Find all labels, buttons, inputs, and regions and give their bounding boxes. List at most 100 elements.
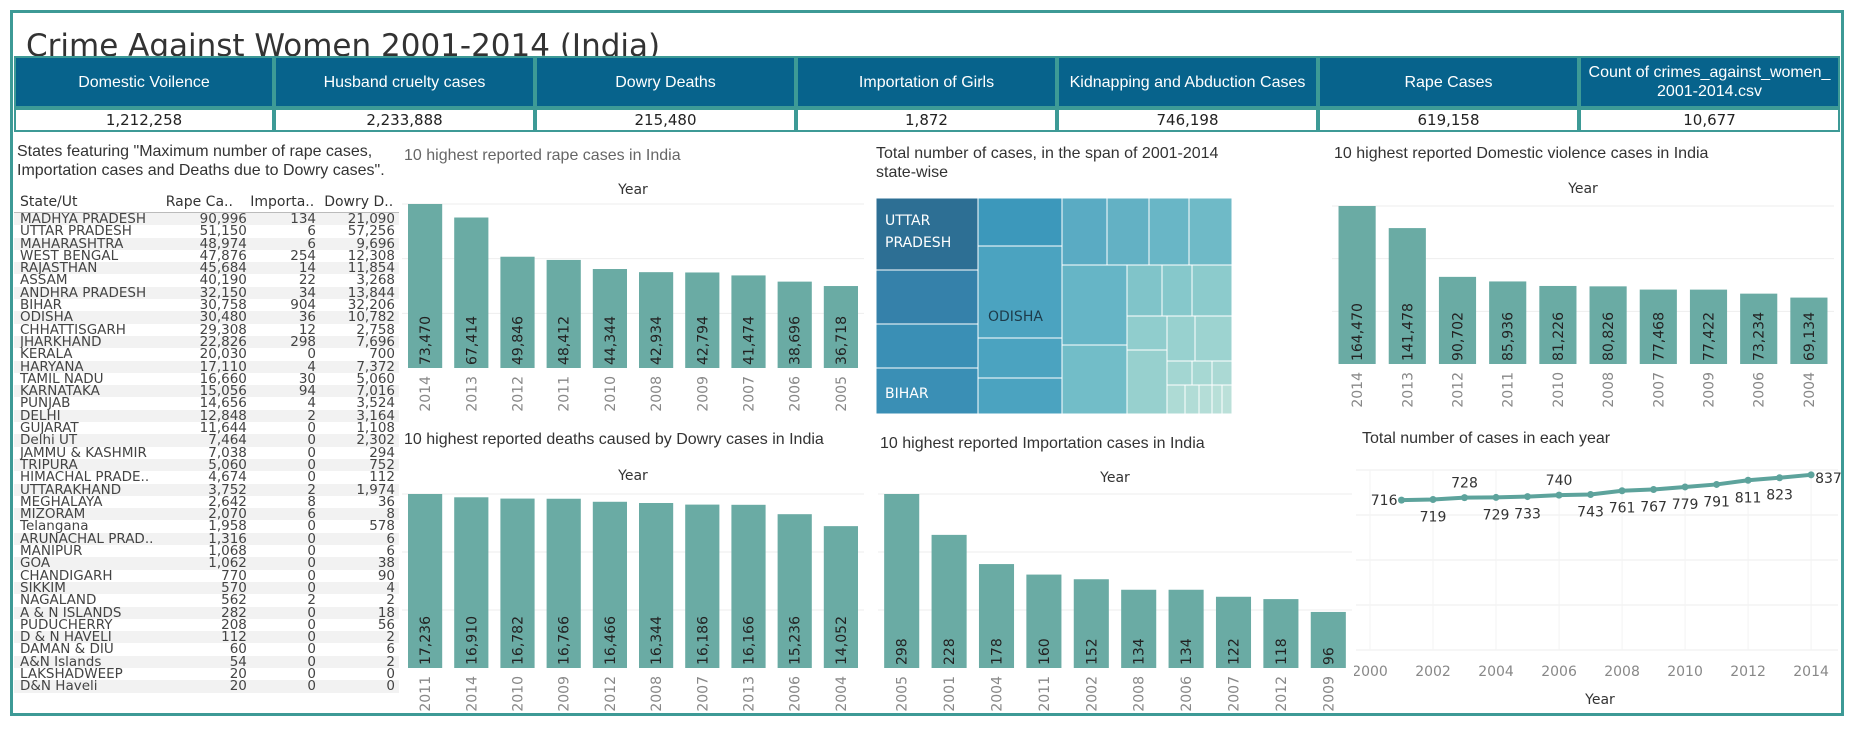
treemap-cell <box>1061 344 1128 414</box>
treemap-cell <box>1166 384 1186 414</box>
cell-dowry: 21,090 <box>347 213 395 226</box>
x-axis-title: Year <box>1567 181 1598 197</box>
cell-state: Delhi UT <box>20 434 78 447</box>
cell-state: D&N Haveli <box>20 680 98 693</box>
state-table[interactable]: State/Ut Rape Ca.. Importa.. Dowry D.. M… <box>14 194 399 696</box>
cell-rape: 15,056 <box>199 385 247 398</box>
table-row[interactable]: GUJARAT 11,644 0 1,108 <box>14 422 399 434</box>
table-row[interactable]: Telangana 1,958 0 578 <box>14 520 399 532</box>
table-row[interactable]: RAJASTHAN 45,684 14 11,854 <box>14 262 399 275</box>
table-row[interactable]: DAMAN & DIU 60 0 6 <box>14 643 399 655</box>
table-row[interactable]: PUDUCHERRY 208 0 56 <box>14 619 399 631</box>
table-row[interactable]: CHHATTISGARH 29,308 12 2,758 <box>14 324 399 336</box>
table-row[interactable]: D&N Haveli 20 0 0 <box>14 680 399 693</box>
table-row[interactable]: TRIPURA 5,060 0 752 <box>14 458 399 472</box>
cell-rape: 7,464 <box>208 434 247 447</box>
table-row[interactable]: MAHARASHTRA 48,974 6 9,696 <box>14 237 399 250</box>
table-row[interactable]: UTTARAKHAND 3,752 2 1,974 <box>14 483 399 496</box>
table-row[interactable]: MIZORAM 2,070 6 8 <box>14 508 399 521</box>
table-row[interactable]: ODISHA 30,480 36 10,782 <box>14 311 399 324</box>
table-row[interactable]: KARNATAKA 15,056 94 7,016 <box>14 385 399 398</box>
cell-state: LAKSHADWEEP <box>20 667 123 681</box>
cell-dowry: 6 <box>386 545 395 558</box>
table-row[interactable]: UTTAR PRADESH 51,150 6 57,256 <box>14 225 399 237</box>
state-treemap[interactable]: UTTAR PRADESH ODISHA BIHAR <box>876 198 1232 414</box>
table-row[interactable]: A&N Islands 54 0 2 <box>14 655 399 668</box>
cell-rape: 30,480 <box>199 311 247 324</box>
cell-importation: 14 <box>298 262 317 275</box>
cell-importation: 4 <box>307 397 317 410</box>
cell-rape: 30,758 <box>199 299 247 312</box>
kpi-label-rape-cases: Rape Cases <box>1318 56 1579 108</box>
table-row[interactable]: PUNJAB 14,656 4 3,524 <box>14 397 399 409</box>
col-header-dowry[interactable]: Dowry D.. <box>324 194 394 210</box>
table-row[interactable]: HARYANA 17,110 4 7,372 <box>14 360 399 373</box>
col-header-state[interactable]: State/Ut <box>20 194 78 210</box>
table-row[interactable]: WEST BENGAL 47,876 254 12,308 <box>14 250 399 262</box>
domestic-bar-chart[interactable]: Year 164,470 2014 141,478 2013 90,702 2012 85,9… <box>1330 174 1842 414</box>
table-row[interactable]: CHANDIGARH 770 0 90 <box>14 570 399 582</box>
table-row[interactable]: NAGALAND 562 2 2 <box>14 594 399 606</box>
bar <box>685 272 720 368</box>
treemap-label: UTTAR <box>885 213 931 229</box>
cell-importation: 0 <box>307 581 317 595</box>
table-row[interactable]: MADHYA PRADESH 90,996 134 21,090 <box>14 213 399 226</box>
table-row[interactable]: JAMMU & KASHMIR 7,038 0 294 <box>14 447 399 459</box>
table-row[interactable]: TAMIL NADU 16,660 30 5,060 <box>14 373 399 385</box>
bar <box>1740 293 1778 364</box>
x-axis-title: Year <box>617 182 648 198</box>
bar-value-label: 85,936 <box>1501 312 1517 361</box>
cell-dowry: 38 <box>377 557 395 570</box>
data-label: 811 <box>1735 490 1762 506</box>
rape-bar-chart[interactable]: Year 73,470 2014 67,414 2013 49,846 2012 48,412… <box>400 174 866 414</box>
bar-value-label: 42,794 <box>695 316 711 365</box>
kpi-label-husband-cruelty: Husband cruelty cases <box>274 56 535 108</box>
bar-value-label: 81,226 <box>1551 312 1567 361</box>
table-row[interactable]: ASSAM 40,190 22 3,268 <box>14 274 399 286</box>
importation-bar-chart[interactable]: Year 298 2005 228 2001 178 2004 160 2011 152 2002 1… <box>876 460 1354 716</box>
table-row[interactable]: DELHI 12,848 2 3,164 <box>14 409 399 423</box>
data-point <box>1807 471 1815 479</box>
bar-value-label: 298 <box>895 638 911 665</box>
bar <box>1026 574 1062 668</box>
kpi-value-importation: 1,872 <box>796 108 1057 132</box>
treemap-cell <box>1126 349 1168 414</box>
yearly-line-chart[interactable]: 2000 2002 2004 2006 2008 2010 2012 2014 Year 716 7… <box>1354 450 1844 716</box>
bar-value-label: 134 <box>1179 638 1195 665</box>
cell-importation: 0 <box>307 434 317 447</box>
bar-value-label: 228 <box>942 638 958 665</box>
x-tick-label: 2006 <box>1179 676 1195 712</box>
col-header-rape[interactable]: Rape Ca.. <box>165 194 233 210</box>
cell-rape: 1,062 <box>208 557 247 570</box>
table-row[interactable]: MANIPUR 1,068 0 6 <box>14 545 399 557</box>
cell-state: SIKKIM <box>20 581 66 595</box>
table-row[interactable]: A & N ISLANDS 282 0 18 <box>14 606 399 619</box>
table-row[interactable]: BIHAR 30,758 904 32,206 <box>14 299 399 311</box>
bar <box>408 494 443 668</box>
table-row[interactable]: LAKSHADWEEP 20 0 0 <box>14 668 399 680</box>
table-row[interactable]: GOA 1,062 0 38 <box>14 557 399 570</box>
cell-rape: 2,070 <box>208 508 247 521</box>
table-row[interactable]: HIMACHAL PRADE.. 4,674 0 112 <box>14 471 399 483</box>
table-row[interactable]: ARUNACHAL PRAD.. 1,316 0 6 <box>14 532 399 546</box>
cell-state: DAMAN & DIU <box>20 643 114 656</box>
cell-dowry: 0 <box>386 667 395 681</box>
dowry-bar-chart[interactable]: Year 17,236 2011 16,910 2014 16,782 2010 16,766… <box>400 460 866 716</box>
table-row[interactable]: SIKKIM 570 0 4 <box>14 581 399 595</box>
table-row[interactable]: KERALA 20,030 0 700 <box>14 348 399 360</box>
cell-rape: 16,660 <box>199 372 247 386</box>
treemap-cell <box>977 198 1063 247</box>
table-row[interactable]: ANDHRA PRADESH 32,150 34 13,844 <box>14 286 399 300</box>
cell-importation: 2 <box>307 409 317 423</box>
table-row[interactable]: D & N HAVELI 112 0 2 <box>14 631 399 644</box>
table-row[interactable]: Delhi UT 7,464 0 2,302 <box>14 434 399 447</box>
cell-state: GUJARAT <box>20 422 79 435</box>
table-row[interactable]: JHARKHAND 22,826 298 7,696 <box>14 335 399 349</box>
cell-state: JAMMU & KASHMIR <box>20 446 147 459</box>
table-row[interactable]: MEGHALAYA 2,642 8 36 <box>14 496 399 508</box>
col-header-importation[interactable]: Importa.. <box>250 194 315 210</box>
cell-dowry: 9,696 <box>356 237 395 250</box>
treemap-cell <box>1161 264 1193 317</box>
bar <box>731 504 766 668</box>
bar <box>592 269 627 368</box>
